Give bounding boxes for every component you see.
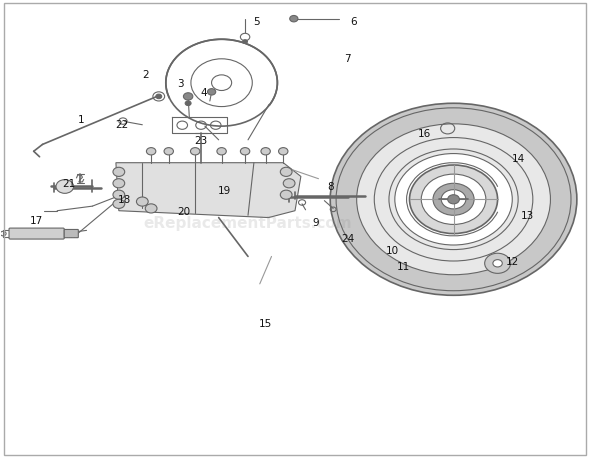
Circle shape bbox=[217, 148, 227, 156]
Circle shape bbox=[409, 166, 497, 234]
Circle shape bbox=[56, 180, 74, 194]
Text: 1: 1 bbox=[77, 115, 84, 125]
Circle shape bbox=[280, 168, 292, 177]
Circle shape bbox=[146, 148, 156, 156]
Text: 14: 14 bbox=[512, 154, 525, 164]
Polygon shape bbox=[116, 163, 301, 218]
Circle shape bbox=[113, 168, 124, 177]
Text: 21: 21 bbox=[63, 179, 76, 189]
Text: 20: 20 bbox=[177, 206, 190, 216]
Text: 23: 23 bbox=[195, 135, 208, 146]
Text: 10: 10 bbox=[385, 245, 398, 255]
Text: 19: 19 bbox=[218, 186, 231, 196]
Text: 13: 13 bbox=[520, 211, 533, 221]
Circle shape bbox=[191, 148, 200, 156]
Circle shape bbox=[484, 254, 510, 274]
Circle shape bbox=[280, 191, 292, 200]
Text: 3: 3 bbox=[177, 78, 184, 89]
Circle shape bbox=[136, 197, 148, 207]
Circle shape bbox=[448, 195, 460, 204]
Text: 4: 4 bbox=[201, 88, 207, 98]
Circle shape bbox=[156, 95, 162, 100]
Text: 15: 15 bbox=[259, 318, 272, 328]
Circle shape bbox=[113, 179, 124, 189]
Circle shape bbox=[330, 104, 577, 296]
Text: 6: 6 bbox=[350, 17, 357, 27]
Text: 16: 16 bbox=[418, 129, 431, 139]
Text: 18: 18 bbox=[118, 195, 132, 205]
Circle shape bbox=[261, 148, 270, 156]
Text: 8: 8 bbox=[327, 181, 333, 191]
FancyBboxPatch shape bbox=[64, 230, 78, 238]
Text: 5: 5 bbox=[254, 17, 260, 27]
Circle shape bbox=[290, 17, 298, 23]
Circle shape bbox=[145, 204, 157, 213]
Circle shape bbox=[421, 175, 486, 225]
Circle shape bbox=[242, 41, 247, 44]
Circle shape bbox=[113, 191, 124, 200]
Circle shape bbox=[113, 200, 124, 209]
Text: 9: 9 bbox=[312, 218, 319, 228]
Circle shape bbox=[283, 179, 295, 189]
Text: 7: 7 bbox=[345, 53, 351, 63]
Circle shape bbox=[493, 260, 502, 267]
Circle shape bbox=[395, 154, 512, 246]
Circle shape bbox=[153, 93, 165, 102]
Text: eReplacementParts.com: eReplacementParts.com bbox=[144, 215, 352, 230]
FancyBboxPatch shape bbox=[9, 229, 64, 240]
Circle shape bbox=[357, 124, 550, 275]
Circle shape bbox=[240, 148, 250, 156]
Text: 24: 24 bbox=[341, 234, 355, 244]
Text: 22: 22 bbox=[115, 120, 129, 129]
Circle shape bbox=[441, 190, 466, 209]
Text: 11: 11 bbox=[397, 262, 410, 272]
Circle shape bbox=[208, 90, 216, 96]
Circle shape bbox=[164, 148, 173, 156]
Text: 12: 12 bbox=[506, 257, 519, 266]
Text: 2: 2 bbox=[142, 69, 149, 79]
Circle shape bbox=[185, 102, 191, 106]
Circle shape bbox=[240, 34, 250, 41]
Text: 17: 17 bbox=[30, 215, 43, 225]
Circle shape bbox=[433, 184, 474, 216]
Circle shape bbox=[183, 94, 193, 101]
Circle shape bbox=[278, 148, 288, 156]
